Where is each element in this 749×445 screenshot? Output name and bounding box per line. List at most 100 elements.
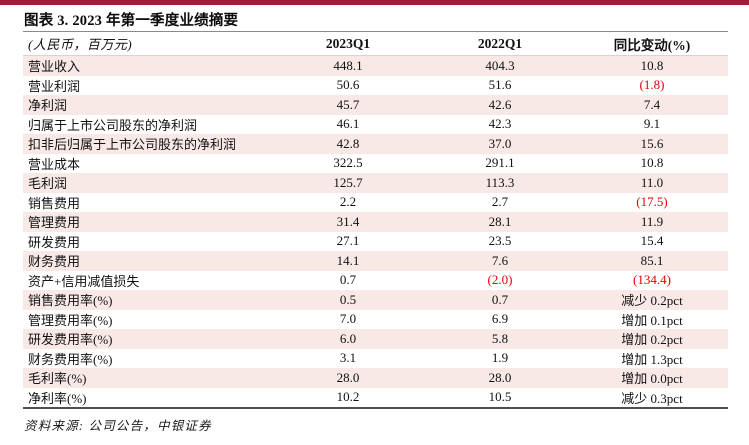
value-yoy: (134.4) — [633, 272, 671, 288]
value-2022q1: 2.7 — [491, 194, 509, 210]
report-figure-page: 图表 3. 2023 年第一季度业绩摘要 (人民币，百万元) 2023Q1 20… — [0, 0, 749, 433]
accent-bar — [0, 0, 749, 5]
table-row: 销售费用 2.2 2.7 (17.5) — [23, 193, 728, 213]
value-yoy: 增加 0.2pct — [621, 332, 683, 348]
table-header-row: (人民币，百万元) 2023Q1 2022Q1 同比变动(%) — [23, 32, 728, 56]
table-row: 管理费用率(%) 7.0 6.9 增加 0.1pct — [23, 310, 728, 330]
value-2022q1: 1.9 — [491, 350, 509, 366]
value-yoy: 11.0 — [640, 174, 664, 190]
column-header-2023q1: 2023Q1 — [325, 35, 371, 51]
figure-title: 图表 3. 2023 年第一季度业绩摘要 — [24, 13, 239, 29]
value-2023q1: 322.5 — [333, 155, 363, 171]
value-yoy: 减少 0.2pct — [621, 293, 683, 309]
table-row: 资产+信用减值损失 0.7 (2.0) (134.4) — [23, 271, 728, 291]
value-yoy: (17.5) — [636, 194, 668, 210]
table-row: 营业收入 448.1 404.3 10.8 — [23, 56, 728, 76]
value-2023q1: 46.1 — [336, 116, 360, 132]
table-row: 财务费用率(%) 3.1 1.9 增加 1.3pct — [23, 349, 728, 369]
value-yoy: 7.4 — [643, 96, 661, 112]
table-row: 净利润 45.7 42.6 7.4 — [23, 95, 728, 115]
value-yoy: 增加 0.1pct — [621, 312, 683, 328]
value-2023q1: 125.7 — [333, 174, 363, 190]
value-2022q1: 51.6 — [488, 77, 512, 93]
value-yoy: 减少 0.3pct — [621, 390, 683, 406]
value-yoy: 增加 1.3pct — [621, 351, 683, 367]
row-label: 净利率(%) — [28, 390, 87, 406]
table-row: 毛利率(%) 28.0 28.0 增加 0.0pct — [23, 368, 728, 388]
column-header-2022q1: 2022Q1 — [477, 35, 523, 51]
row-label: 毛利率(%) — [28, 371, 87, 387]
column-header-yoy: 同比变动(%) — [613, 37, 691, 53]
value-yoy: 11.9 — [640, 213, 664, 229]
value-yoy: 10.8 — [640, 57, 664, 73]
row-label: 扣非后归属于上市公司股东的净利润 — [28, 137, 237, 153]
row-label: 销售费用 — [28, 195, 81, 211]
value-2022q1: 5.8 — [491, 330, 509, 346]
row-label: 资产+信用减值损失 — [28, 273, 140, 289]
row-label: 管理费用率(%) — [28, 312, 113, 328]
value-2022q1: 7.6 — [491, 252, 509, 268]
value-2023q1: 10.2 — [336, 389, 360, 405]
value-2023q1: 3.1 — [339, 350, 357, 366]
value-2023q1: 14.1 — [336, 252, 360, 268]
value-2022q1: 28.0 — [488, 369, 512, 385]
value-yoy: 15.4 — [640, 233, 664, 249]
value-2022q1: 42.6 — [488, 96, 512, 112]
value-yoy: 85.1 — [640, 252, 664, 268]
row-label: 净利润 — [28, 98, 68, 114]
row-label: 营业收入 — [28, 59, 81, 75]
row-label: 营业利润 — [28, 78, 81, 94]
unit-label: (人民币，百万元) — [28, 37, 133, 52]
table-body: 营业收入 448.1 404.3 10.8 营业利润 50.6 51.6 (1.8) 净利润 45… — [23, 56, 728, 407]
value-2022q1: 10.5 — [488, 389, 512, 405]
value-2023q1: 0.7 — [339, 272, 357, 288]
table-row: 销售费用率(%) 0.5 0.7 减少 0.2pct — [23, 290, 728, 310]
row-label: 研发费用 — [28, 234, 81, 250]
value-2023q1: 45.7 — [336, 96, 360, 112]
table-row: 归属于上市公司股东的净利润 46.1 42.3 9.1 — [23, 115, 728, 135]
table-row: 毛利润 125.7 113.3 11.0 — [23, 173, 728, 193]
value-2022q1: 0.7 — [491, 291, 509, 307]
row-label: 归属于上市公司股东的净利润 — [28, 117, 198, 133]
value-2023q1: 50.6 — [336, 77, 360, 93]
value-2022q1: 42.3 — [488, 116, 512, 132]
value-2022q1: (2.0) — [487, 272, 513, 288]
value-2023q1: 27.1 — [336, 233, 360, 249]
value-2023q1: 7.0 — [339, 311, 357, 327]
value-2022q1: 113.3 — [485, 174, 515, 190]
row-label: 毛利润 — [28, 176, 68, 192]
value-2022q1: 28.1 — [488, 213, 512, 229]
value-2023q1: 448.1 — [333, 57, 363, 73]
value-2023q1: 6.0 — [339, 330, 357, 346]
source-note: 资料来源: 公司公告，中银证券 — [24, 419, 212, 433]
table-row: 营业成本 322.5 291.1 10.8 — [23, 154, 728, 174]
value-2022q1: 6.9 — [491, 311, 509, 327]
row-label: 营业成本 — [28, 156, 81, 172]
table-row: 研发费用率(%) 6.0 5.8 增加 0.2pct — [23, 329, 728, 349]
value-2022q1: 37.0 — [488, 135, 512, 151]
row-label: 财务费用 — [28, 254, 81, 270]
table-row: 财务费用 14.1 7.6 85.1 — [23, 251, 728, 271]
value-2023q1: 0.5 — [339, 291, 357, 307]
value-yoy: 10.8 — [640, 155, 664, 171]
row-label: 研发费用率(%) — [28, 332, 113, 348]
value-yoy: 9.1 — [643, 116, 661, 132]
table-row: 净利率(%) 10.2 10.5 减少 0.3pct — [23, 388, 728, 408]
table-row: 管理费用 31.4 28.1 11.9 — [23, 212, 728, 232]
row-label: 财务费用率(%) — [28, 351, 113, 367]
value-2022q1: 23.5 — [488, 233, 512, 249]
table-row: 扣非后归属于上市公司股东的净利润 42.8 37.0 15.6 — [23, 134, 728, 154]
table-row: 研发费用 27.1 23.5 15.4 — [23, 232, 728, 252]
value-2022q1: 404.3 — [485, 57, 515, 73]
value-2023q1: 42.8 — [336, 135, 360, 151]
value-2023q1: 31.4 — [336, 213, 360, 229]
row-label: 销售费用率(%) — [28, 293, 113, 309]
value-yoy: 15.6 — [640, 135, 664, 151]
value-yoy: 增加 0.0pct — [621, 371, 683, 387]
value-2023q1: 2.2 — [339, 194, 357, 210]
value-2023q1: 28.0 — [336, 369, 360, 385]
row-label: 管理费用 — [28, 215, 81, 231]
value-yoy: (1.8) — [639, 77, 665, 93]
table-row: 营业利润 50.6 51.6 (1.8) — [23, 76, 728, 96]
summary-table: (人民币，百万元) 2023Q1 2022Q1 同比变动(%) 营业收入 448.… — [23, 31, 728, 409]
